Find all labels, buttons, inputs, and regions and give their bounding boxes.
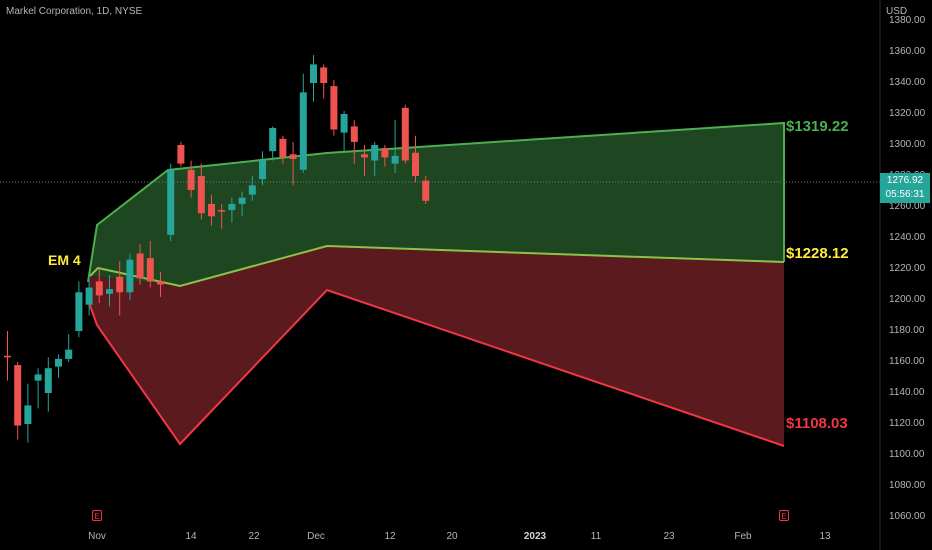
candle-body	[85, 287, 93, 305]
time-axis-tick: 22	[248, 531, 260, 542]
lower-level-label: $1108.03	[786, 415, 848, 432]
price-axis-tick: 1160.00	[889, 356, 925, 367]
candle-body	[177, 145, 185, 164]
time-axis-tick: Feb	[734, 531, 752, 542]
candle-body	[187, 169, 195, 190]
time-axis-tick: 13	[819, 531, 831, 542]
price-axis-tick: 1200.00	[889, 294, 926, 305]
price-axis-tick: 1180.00	[889, 325, 925, 336]
candle-body	[350, 126, 358, 142]
candle-body	[371, 145, 379, 161]
candle-body	[106, 289, 113, 294]
candle-body	[279, 138, 287, 158]
candle-body	[228, 203, 236, 211]
earnings-event-icon-left[interactable]: E	[92, 510, 102, 521]
candle-body	[55, 358, 62, 367]
price-axis-tick: 1080.00	[889, 480, 926, 491]
candle-body	[248, 185, 256, 195]
candle-body	[361, 154, 368, 158]
price-axis-tick: 1240.00	[889, 232, 926, 243]
candle-body	[136, 253, 144, 279]
price-axis-tick: 1100.00	[889, 449, 925, 460]
candle-body	[422, 180, 430, 201]
candle-body	[289, 154, 297, 159]
candle-body	[320, 67, 328, 83]
candle-body	[157, 281, 164, 285]
candle-body	[412, 152, 419, 176]
current-price-tag: 1276.92 05:56:31	[880, 173, 930, 203]
candle-body	[391, 155, 399, 164]
candle-body	[259, 160, 266, 180]
candle-body	[238, 197, 246, 204]
time-axis-tick: 20	[446, 531, 458, 542]
price-axis-tick: 1120.00	[889, 418, 925, 429]
earnings-event-icon-right[interactable]: E	[779, 510, 789, 521]
candles-group	[4, 55, 430, 443]
price-axis-tick: 1140.00	[889, 387, 925, 398]
price-axis-tick: 1220.00	[889, 263, 926, 274]
bar-countdown: 05:56:31	[885, 189, 925, 200]
price-axis-tick: 1300.00	[889, 139, 926, 150]
candle-body	[299, 92, 307, 170]
pivot-band-line	[89, 244, 785, 288]
price-axis-tick: 1060.00	[889, 511, 926, 522]
candle-body	[401, 107, 409, 161]
candle-body	[218, 210, 226, 212]
candle-body	[95, 281, 103, 296]
price-axis-tick: 1380.00	[889, 15, 926, 26]
middle-level-label: $1228.12	[786, 245, 849, 262]
time-axis-tick: 14	[185, 531, 197, 542]
currency-label[interactable]: USD	[886, 6, 908, 17]
time-axis-tick: 12	[384, 531, 396, 542]
time-axis-tick: Nov	[88, 531, 106, 542]
time-axis-tick: 2023	[523, 531, 547, 542]
price-axis-tick: 1260.00	[889, 201, 926, 212]
upper-level-label: $1319.22	[786, 118, 849, 135]
time-axis-tick: 23	[663, 531, 675, 542]
candle-body	[44, 368, 52, 393]
current-price-value: 1276.92	[886, 175, 924, 186]
candle-body	[330, 86, 338, 130]
time-axis-tick: 11	[590, 531, 602, 542]
candle-body	[24, 405, 32, 424]
candle-body	[269, 127, 277, 152]
candle-body	[340, 114, 348, 133]
symbol-title[interactable]: Markel Corporation, 1D, NYSE	[6, 6, 143, 17]
candle-body	[116, 276, 124, 293]
candle-body	[75, 292, 83, 331]
time-axis-tick: Dec	[307, 531, 325, 542]
price-axis-tick: 1320.00	[889, 108, 926, 119]
red-zone	[88, 246, 784, 446]
candle-body	[126, 259, 134, 293]
candle-body	[146, 258, 154, 282]
candle-body	[381, 148, 389, 158]
candle-body	[310, 64, 317, 83]
price-axis-tick: 1360.00	[889, 46, 926, 57]
candle-body	[14, 365, 22, 426]
candle-body	[167, 169, 175, 235]
em-label: EM 4	[48, 252, 81, 268]
candle-body	[208, 203, 215, 217]
price-axis-tick: 1340.00	[889, 77, 926, 88]
lower-band-line	[87, 288, 785, 447]
candle-body	[4, 355, 11, 358]
upper-band-line	[87, 121, 785, 283]
candle-body	[65, 349, 73, 359]
candle-body	[197, 176, 205, 214]
candle-body	[34, 374, 42, 381]
